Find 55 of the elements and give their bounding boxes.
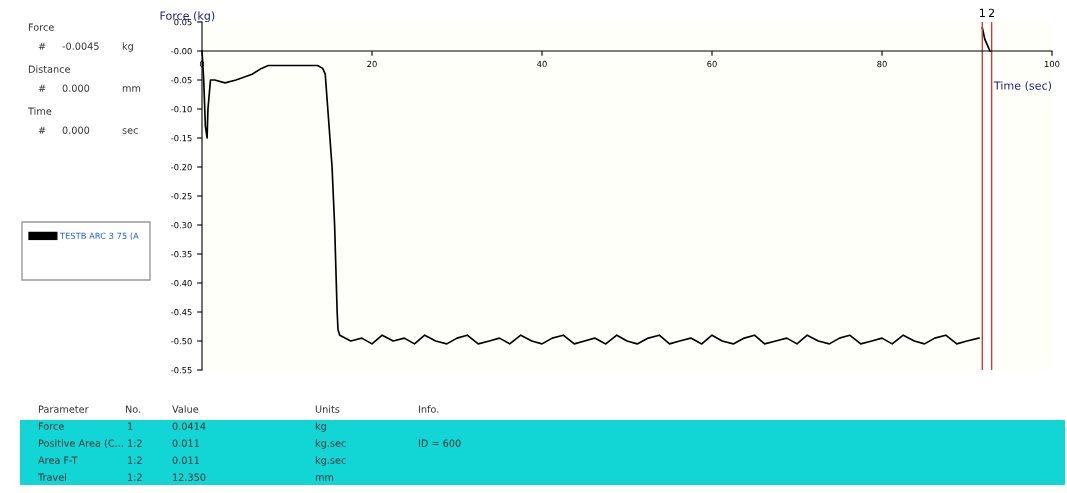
x-tick-label: 100 [1044, 60, 1060, 68]
text: 1:2 [128, 456, 142, 464]
text: 0.011 [172, 439, 199, 447]
text: 1 [128, 422, 133, 430]
text: 1:2 [128, 473, 142, 481]
text: Travel [37, 473, 66, 481]
y-tick-label: -0.30 [171, 221, 192, 229]
annotation: 2 [988, 8, 995, 17]
x-tick-label: 20 [367, 60, 377, 68]
text: sec [122, 128, 138, 134]
text: 0.000 [62, 126, 90, 134]
y-tick-label: -0.00 [171, 47, 192, 55]
text: Distance [28, 65, 70, 73]
y-tick-label: -0.35 [171, 250, 192, 258]
y-tick-label: -0.10 [171, 105, 192, 113]
y-tick-label: -0.50 [171, 337, 192, 345]
text: mm [315, 475, 334, 481]
text: 0.011 [172, 456, 199, 464]
y-tick-label: -0.45 [171, 308, 192, 316]
x-axis-title: Time (sec) [993, 81, 1052, 92]
y-tick-label: -0.55 [171, 366, 192, 374]
text: kg.sec [315, 456, 346, 466]
text: -0.0045 [62, 42, 99, 50]
y-tick-label: -0.25 [171, 192, 192, 200]
text: kg [315, 422, 326, 432]
legend-label: TESTB ARC 3 75 (A [59, 232, 139, 240]
text: # [38, 42, 46, 50]
y-tick-label: -0.40 [171, 279, 192, 287]
text: kg.sec [315, 439, 346, 449]
text: Info. [418, 405, 439, 413]
text: 1:2 [128, 439, 142, 447]
text: # [38, 84, 46, 92]
text: Time [27, 107, 52, 115]
x-tick-label: 80 [877, 60, 887, 68]
text: 0.000 [62, 84, 90, 92]
text: 12.350 [173, 473, 206, 481]
annotation: 1 [979, 8, 985, 17]
text: Force [28, 23, 54, 31]
y-tick-label: -0.15 [171, 134, 192, 142]
text: 0.0414 [172, 422, 206, 430]
y-tick-label: -0.05 [171, 76, 192, 84]
text: Value [172, 405, 199, 413]
text: Units [315, 405, 340, 413]
text: Positive Area (C... [38, 439, 123, 448]
x-tick-label: 60 [707, 60, 717, 68]
text: No. [125, 405, 141, 413]
text: Area F-T [38, 456, 78, 464]
y-tick-label: -0.20 [171, 163, 192, 171]
text: kg [122, 42, 133, 52]
text: ID = 600 [418, 439, 461, 447]
text: mm [122, 86, 141, 92]
x-tick-label: 40 [537, 60, 547, 68]
text: Force [38, 422, 64, 430]
text: Parameter [38, 405, 89, 413]
text: # [38, 126, 46, 134]
